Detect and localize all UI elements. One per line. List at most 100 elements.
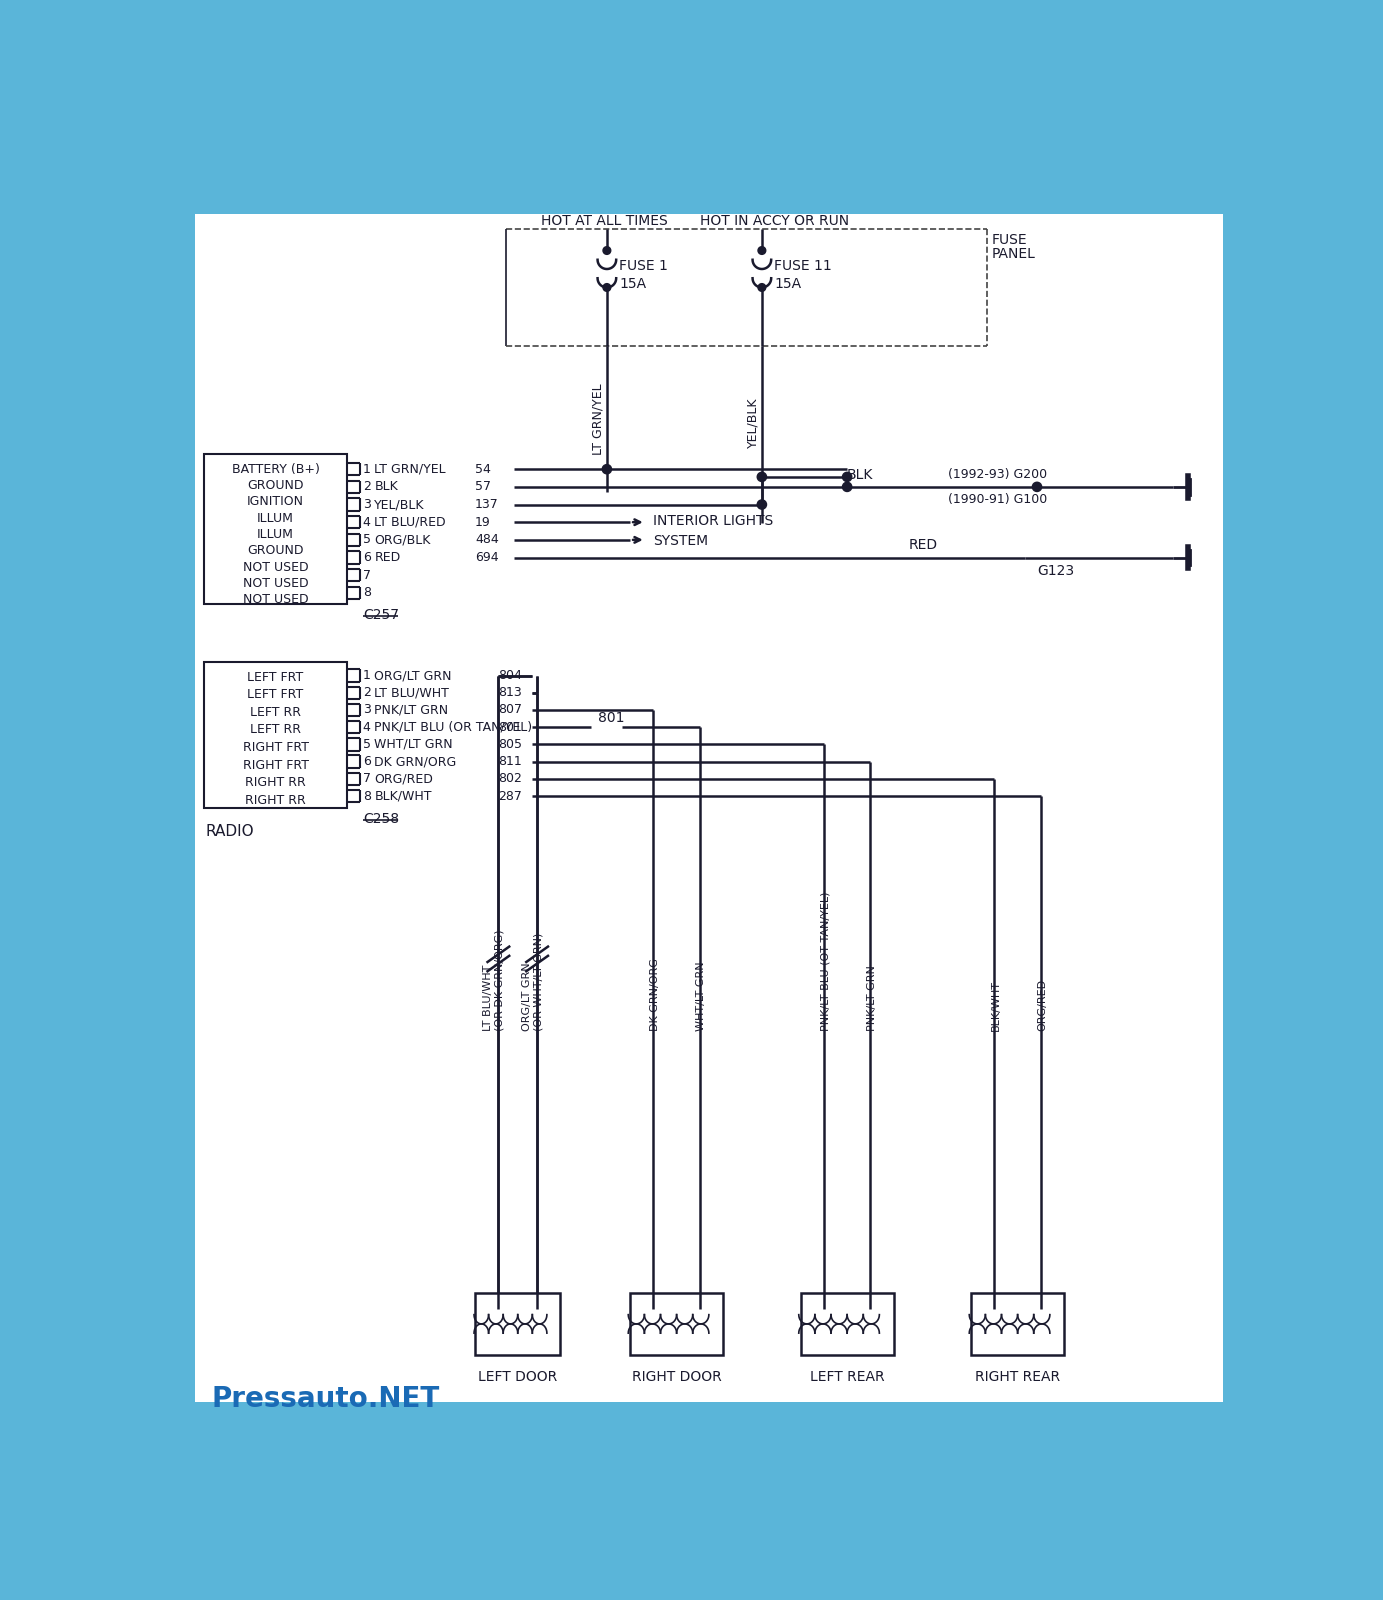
Text: FUSE: FUSE: [992, 232, 1028, 246]
Text: PNK/LT BLU (OT TAN/YEL): PNK/LT BLU (OT TAN/YEL): [820, 891, 830, 1032]
Text: 801: 801: [597, 710, 624, 725]
Bar: [203, 454, 347, 603]
Text: 1: 1: [362, 669, 371, 682]
Bar: [631, 1293, 723, 1355]
Text: HOT AT ALL TIMES: HOT AT ALL TIMES: [541, 214, 668, 229]
Text: 5: 5: [362, 738, 371, 750]
Circle shape: [758, 283, 766, 291]
Text: 813: 813: [498, 686, 523, 699]
Text: LT GRN/YEL: LT GRN/YEL: [591, 384, 604, 454]
Text: RED: RED: [909, 538, 938, 552]
Text: PNK/LT BLU (OR TAN/YEL): PNK/LT BLU (OR TAN/YEL): [375, 720, 532, 734]
Text: NOT USED: NOT USED: [243, 578, 308, 590]
Bar: [203, 662, 347, 808]
Text: YEL/BLK: YEL/BLK: [745, 398, 759, 448]
Text: YEL/BLK: YEL/BLK: [375, 498, 425, 510]
Text: 4: 4: [362, 720, 371, 734]
Text: LT BLU/WHT
(OR DK GRN/ORG): LT BLU/WHT (OR DK GRN/ORG): [483, 930, 505, 1032]
Text: PNK/LT GRN: PNK/LT GRN: [867, 965, 877, 1032]
Text: HOT IN ACCY OR RUN: HOT IN ACCY OR RUN: [700, 214, 849, 229]
Text: (1990-91) G100: (1990-91) G100: [947, 493, 1047, 506]
Text: BATTERY (B+): BATTERY (B+): [231, 462, 319, 475]
Text: LEFT FRT: LEFT FRT: [248, 688, 304, 701]
Circle shape: [603, 283, 611, 291]
Text: 1: 1: [362, 462, 371, 475]
Text: WHT/LT GRN: WHT/LT GRN: [375, 738, 454, 750]
Text: ORG/LT GRN
(OR WHT/LT GRN): ORG/LT GRN (OR WHT/LT GRN): [521, 933, 544, 1032]
Text: BLK: BLK: [375, 480, 398, 493]
Circle shape: [842, 482, 852, 491]
Text: 137: 137: [476, 498, 499, 510]
Bar: [476, 1293, 560, 1355]
Text: 2: 2: [362, 686, 371, 699]
Text: FUSE 1: FUSE 1: [620, 259, 668, 274]
Text: 54: 54: [476, 462, 491, 475]
Text: ORG/RED: ORG/RED: [375, 773, 433, 786]
Circle shape: [758, 246, 766, 254]
Text: INTERIOR LIGHTS: INTERIOR LIGHTS: [653, 514, 773, 528]
Text: RIGHT FRT: RIGHT FRT: [242, 741, 308, 754]
Circle shape: [602, 464, 611, 474]
Text: 804: 804: [498, 669, 523, 682]
Text: LEFT REAR: LEFT REAR: [810, 1370, 885, 1384]
Text: 802: 802: [498, 773, 523, 786]
Text: DK GRN/ORG: DK GRN/ORG: [650, 958, 660, 1032]
Text: BLK/WHT: BLK/WHT: [990, 981, 1000, 1032]
Text: 7: 7: [362, 773, 371, 786]
Text: RIGHT REAR: RIGHT REAR: [975, 1370, 1061, 1384]
Text: LT GRN/YEL: LT GRN/YEL: [375, 462, 445, 475]
Text: DK GRN/ORG: DK GRN/ORG: [375, 755, 456, 768]
Text: ORG/LT GRN: ORG/LT GRN: [375, 669, 452, 682]
Text: SYSTEM: SYSTEM: [653, 534, 708, 549]
Text: LT BLU/WHT: LT BLU/WHT: [375, 686, 449, 699]
Text: 19: 19: [476, 515, 491, 528]
Text: 8: 8: [362, 586, 371, 600]
Text: PANEL: PANEL: [992, 246, 1036, 261]
Text: C258: C258: [362, 811, 398, 826]
Text: ILLUM: ILLUM: [257, 528, 295, 541]
Text: 5: 5: [362, 533, 371, 546]
Text: WHT/LT GRN: WHT/LT GRN: [696, 962, 707, 1032]
Bar: [971, 1293, 1064, 1355]
Bar: [801, 1293, 893, 1355]
Text: LEFT RR: LEFT RR: [250, 723, 301, 736]
Text: 801: 801: [498, 720, 523, 734]
Text: 811: 811: [498, 755, 523, 768]
Text: 4: 4: [362, 515, 371, 528]
Text: 3: 3: [362, 498, 371, 510]
Text: 2: 2: [362, 480, 371, 493]
Text: BLK: BLK: [848, 467, 874, 482]
Text: GROUND: GROUND: [248, 478, 304, 493]
Text: ORG/BLK: ORG/BLK: [375, 533, 430, 546]
Text: LEFT DOOR: LEFT DOOR: [479, 1370, 557, 1384]
Circle shape: [842, 472, 852, 482]
Text: 7: 7: [362, 568, 371, 582]
Text: NOT USED: NOT USED: [243, 594, 308, 606]
Text: 6: 6: [362, 550, 371, 565]
Text: RIGHT RR: RIGHT RR: [245, 776, 306, 789]
Text: G123: G123: [1037, 565, 1075, 578]
Text: GROUND: GROUND: [248, 544, 304, 557]
Text: 694: 694: [476, 550, 499, 565]
Text: RADIO: RADIO: [206, 824, 254, 838]
Circle shape: [603, 246, 611, 254]
Text: NOT USED: NOT USED: [243, 560, 308, 574]
Text: LEFT FRT: LEFT FRT: [248, 670, 304, 683]
Circle shape: [1032, 482, 1041, 491]
Text: 57: 57: [476, 480, 491, 493]
Text: C257: C257: [362, 608, 398, 622]
Text: BLK/WHT: BLK/WHT: [375, 789, 431, 803]
Text: ORG/RED: ORG/RED: [1037, 979, 1047, 1032]
Circle shape: [758, 499, 766, 509]
Text: IGNITION: IGNITION: [248, 496, 304, 509]
Text: FUSE 11: FUSE 11: [774, 259, 833, 274]
Text: ILLUM: ILLUM: [257, 512, 295, 525]
Text: RIGHT DOOR: RIGHT DOOR: [632, 1370, 722, 1384]
Text: LT BLU/RED: LT BLU/RED: [375, 515, 445, 528]
Text: RIGHT RR: RIGHT RR: [245, 794, 306, 806]
Text: PNK/LT GRN: PNK/LT GRN: [375, 704, 448, 717]
Text: 15A: 15A: [620, 277, 646, 291]
Text: 807: 807: [498, 704, 523, 717]
Text: 805: 805: [498, 738, 523, 750]
Text: 3: 3: [362, 704, 371, 717]
